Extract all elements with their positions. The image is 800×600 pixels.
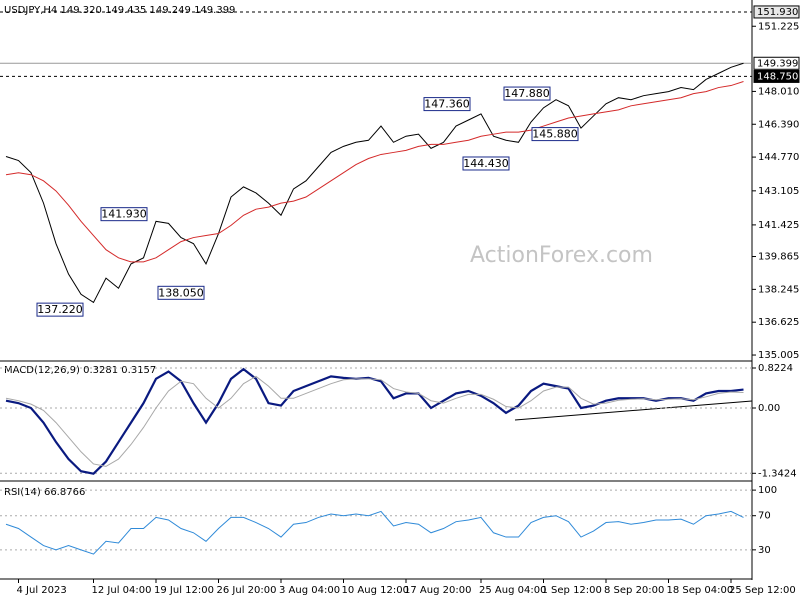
level-label: 151.930 — [757, 7, 798, 18]
level-label: 149.399 — [757, 58, 798, 69]
y-tick-label: -1.3424 — [758, 468, 797, 479]
level-label: 148.750 — [757, 71, 798, 82]
level-box — [753, 56, 800, 70]
annotation-label: 145.880 — [532, 128, 578, 141]
y-tick-label: 148.010 — [758, 86, 799, 97]
annotation-label: 141.930 — [101, 208, 147, 221]
series-line — [5, 62, 744, 304]
y-tick-label: 70 — [758, 511, 771, 522]
annotation-box — [503, 86, 551, 101]
annotation-label: 144.430 — [463, 157, 509, 170]
y-tick-label: 100 — [758, 485, 777, 496]
y-tick-label: 0.8224 — [758, 363, 793, 374]
panel-title: MACD(12,26,9) 0.3281 0.3157 — [4, 365, 156, 376]
x-tick-label: 17 Aug 20:00 — [404, 585, 471, 596]
x-tick-label: 19 Jul 12:00 — [154, 585, 214, 596]
y-tick-label: 135.005 — [758, 350, 799, 361]
x-tick-label: 3 Aug 04:00 — [279, 585, 340, 596]
level-box — [753, 5, 800, 19]
y-tick-label: 146.390 — [758, 119, 799, 130]
series-line — [5, 375, 744, 467]
y-tick-label: 136.625 — [758, 317, 799, 328]
annotation-box — [36, 302, 84, 317]
annotation-label: 137.220 — [37, 303, 83, 316]
x-tick-label: 18 Sep 04:00 — [667, 585, 734, 596]
y-tick-label: 141.425 — [758, 220, 799, 231]
y-tick-label: 151.225 — [758, 21, 799, 32]
x-tick-label: 4 Jul 2023 — [17, 585, 67, 596]
x-tick-label: 26 Jul 20:00 — [217, 585, 277, 596]
macd-trendline — [514, 400, 753, 421]
panel-title: RSI(14) 66.8766 — [4, 487, 85, 498]
watermark: ActionForex.com — [470, 243, 653, 268]
series-line — [5, 81, 744, 263]
x-tick-label: 12 Jul 04:00 — [92, 585, 152, 596]
x-tick-label: 8 Sep 20:00 — [604, 585, 664, 596]
x-tick-label: 1 Sep 12:00 — [542, 585, 602, 596]
panel-title: USDJPY,H4 149.320 149.435 149.249 149.39… — [4, 5, 235, 16]
y-tick-label: 139.865 — [758, 252, 799, 263]
y-tick-label: 138.245 — [758, 284, 799, 295]
y-tick-label: 30 — [758, 545, 771, 556]
y-tick-label: 143.105 — [758, 186, 799, 197]
annotation-box — [462, 156, 510, 171]
annotation-label: 138.050 — [158, 286, 204, 299]
series-line — [5, 510, 744, 555]
x-tick-label: 25 Aug 04:00 — [479, 585, 546, 596]
annotation-box — [531, 127, 579, 142]
y-tick-label: 144.770 — [758, 152, 799, 163]
annotation-box — [423, 97, 471, 112]
y-tick-label: 0.00 — [758, 403, 780, 414]
x-tick-label: 25 Sep 12:00 — [729, 585, 796, 596]
annotation-label: 147.360 — [424, 98, 470, 111]
annotation-box — [100, 207, 148, 222]
level-box — [753, 69, 800, 83]
x-tick-label: 10 Aug 12:00 — [342, 585, 409, 596]
annotation-label: 147.880 — [504, 87, 550, 100]
annotation-box — [157, 285, 205, 300]
